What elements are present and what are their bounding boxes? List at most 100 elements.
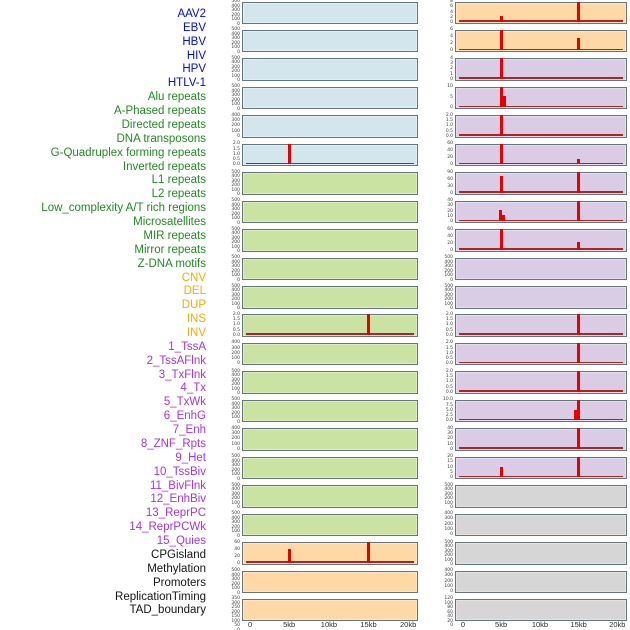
right_column-row-16-spike-1 [576, 428, 580, 449]
row-label-7-enh: 7_Enh [172, 424, 206, 437]
right_column-row-19-yticks: 400 300 200 100 0 [431, 512, 453, 538]
right_column-row-20-ytick: 200 [444, 553, 453, 559]
row-label-15-quies: 15_Quies [156, 535, 206, 548]
right_column-row-2-panel [455, 29, 627, 53]
right_column-row-21-ytick: 200 [444, 578, 453, 584]
left_column-row-2-yticks: 500 400 300 200 100 0 [218, 28, 240, 55]
left_column-row-14-ytick: 200 [231, 382, 240, 388]
right_column-row-13-ytick: 0.5 [445, 356, 453, 362]
left_column-row-1-ytick: 300 [231, 8, 240, 13]
right_column-row-5-yticks: 2.0 1.5 1.0 0.5 0.0 [431, 113, 453, 140]
right_column-row-19-ytick: 0 [450, 532, 453, 538]
right_column-row-1-baseline [458, 20, 624, 22]
left_column-row-14-ytick: 300 [231, 377, 240, 383]
right_column-row-11-ytick: 400 [444, 288, 453, 293]
right_column-row-3-ytick: 4 [450, 55, 453, 61]
row-label-del: DEL [183, 285, 206, 298]
right_column-row-8-spike-2 [502, 215, 506, 222]
left_column-row-20-yticks: 60 40 20 0 [218, 539, 240, 567]
right_column-row-1-spike-2 [576, 1, 580, 22]
left_column-row-19-ytick: 300 [231, 520, 240, 526]
row-label-aav2: AAV2 [177, 8, 206, 20]
left_column-row-6-ytick: 1.0 [232, 151, 240, 157]
left_column-row-10-ytick: 200 [231, 268, 240, 274]
left_column-row-17-ytick: 0 [237, 476, 240, 482]
row-label-dna-transposons: DNA transposons [116, 132, 207, 145]
left_column-row-15-ytick: 200 [231, 410, 240, 416]
left_column-row-5-panel [242, 115, 418, 138]
row-label-2-tssaflnk: 2_TssAFlnk [146, 354, 206, 367]
left_column-row-12-ytick: 0.5 [232, 327, 240, 333]
right_column-row-3-ytick: 0 [450, 76, 453, 82]
left_column-row-9-ytick: 300 [231, 235, 240, 241]
left_column-row-10-ytick: 0 [237, 277, 240, 283]
right_column-row-15-ytick: 5.0 [445, 407, 453, 413]
left_column-row-22-ytick: 250 [231, 605, 240, 611]
right_column-row-7-spike-1 [500, 176, 504, 193]
right_column-row-16-yticks: 40 30 20 10 0 [431, 426, 453, 453]
left_column-row-7-yticks: 500 400 300 200 100 0 [218, 170, 240, 197]
right_column-row-5-panel [455, 115, 627, 138]
right_column-row-7-panel [455, 172, 627, 195]
left_column-row-11-ytick: 500 [231, 283, 240, 289]
right_column-row-10-yticks: 500 400 300 200 100 0 [431, 256, 453, 283]
left_column-row-17-panel [242, 456, 418, 480]
left_column-row-2-ytick: 0 [237, 49, 240, 55]
left_column-row-22-ytick: 200 [231, 609, 240, 615]
right_column-row-12-ytick: 1.5 [445, 317, 453, 323]
right_column-row-12-ytick: 0.0 [445, 332, 453, 338]
right_column-row-6-panel [455, 143, 627, 167]
right_column-row-7-spike-2 [576, 172, 580, 193]
left_column-row-4-ytick: 300 [231, 93, 240, 99]
left_column-row-17-ytick: 100 [231, 472, 240, 478]
right_column-row-17-yticks: 20 15 10 5 0 [431, 455, 453, 481]
left_column-row-3-yticks: 500 400 300 200 100 0 [218, 56, 240, 83]
row-label-14-reprpcwk: 14_ReprPCWk [129, 521, 206, 534]
left_column-row-11-ytick: 0 [237, 306, 240, 311]
left_column-row-12-ytick: 2.0 [232, 311, 240, 317]
left_column-row-21-panel [242, 570, 418, 593]
left_column-row-22-ytick: 300 [231, 600, 240, 606]
left_column-row-17-yticks: 500 400 300 200 100 0 [218, 455, 240, 482]
left_column-row-15-ytick: 400 [231, 401, 240, 407]
right_column-row-11-yticks: 500 400 300 200 100 0 [431, 284, 453, 311]
right_column-row-13-ytick: 2.0 [445, 340, 453, 346]
right_column-row-7-yticks: 90 60 30 0 [431, 169, 453, 197]
right_column-row-4-baseline [458, 105, 624, 108]
right_column-row-22-ytick: 80 [447, 605, 453, 611]
left_column-row-9-ytick: 0 [237, 249, 240, 255]
left_column-row-14-ytick: 400 [231, 373, 240, 379]
left_column-row-22-ytick: 350 [231, 596, 240, 602]
left_column-row-3-ytick: 300 [231, 64, 240, 70]
right_column-row-14-panel [455, 371, 627, 394]
left_column-row-21-ytick: 400 [231, 572, 240, 578]
row-label-tad-boundary: TAD_boundary [129, 604, 207, 617]
right_column-row-8-baseline [458, 219, 624, 222]
left_column-row-15-ytick: 500 [231, 397, 240, 403]
right_column-row-22-panel [455, 598, 627, 622]
left_column-row-10-panel [242, 257, 418, 281]
left_column-row-2-ytick: 400 [231, 31, 240, 37]
left_column-row-3-ytick: 400 [231, 60, 240, 66]
right_column-row-16-ytick: 10 [447, 441, 453, 447]
left_column-row-14-ytick: 500 [231, 368, 240, 374]
left_column-row-22-ytick: 150 [231, 614, 240, 620]
right_column-row-7-ytick: 90 [447, 169, 453, 175]
left_column-row-20-panel [242, 542, 418, 565]
right_column-row-18-yticks: 500 400 300 200 100 0 [431, 483, 453, 510]
right_column-xaxis-tick-20kb: 20kb [609, 620, 626, 629]
left_column-row-16-ytick: 0 [237, 446, 240, 452]
left_column-row-5-ytick: 400 [231, 112, 240, 118]
right_column-row-9-panel [455, 229, 627, 252]
left_column-row-21-yticks: 500 400 300 200 100 0 [218, 568, 240, 595]
left_column-row-16-ytick: 100 [231, 441, 240, 447]
left_column-row-6-baseline [245, 162, 415, 165]
left_column-row-6-ytick: 1.5 [232, 146, 240, 152]
row-label-low-complexity-a-t-rich-regions: Low_complexity A/T rich regions [41, 202, 206, 215]
left_column-row-20-ytick: 60 [234, 539, 240, 545]
left_column-row-9-ytick: 200 [231, 240, 240, 246]
right_column-row-20-ytick: 100 [444, 557, 453, 563]
left_column-row-4-ytick: 0 [237, 106, 240, 112]
row-label-8-znf-rpts: 8_ZNF_Rpts [140, 437, 206, 450]
